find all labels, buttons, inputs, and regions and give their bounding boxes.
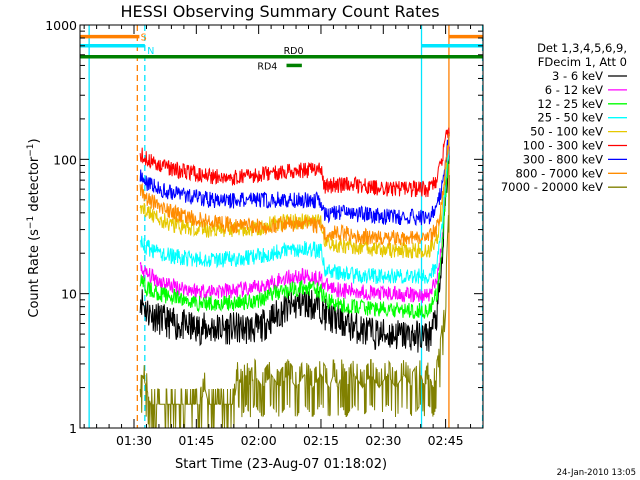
legend-label: 12 - 25 keV: [537, 97, 603, 111]
flag-label-rd4: RD4: [257, 61, 277, 72]
x-tick-label: 02:00: [241, 433, 277, 448]
generation-date: 24-Jan-2010 13:05: [557, 468, 636, 478]
flag-label-rd0: RD0: [284, 46, 304, 57]
x-tick-label: 01:30: [116, 433, 152, 448]
flag-label-n: N: [147, 46, 154, 57]
x-tick-label: 01:45: [178, 433, 214, 448]
x-tick-label: 02:15: [303, 433, 339, 448]
y-axis-label: Count Rate (s−1 detector−1): [26, 138, 42, 317]
plot-frame: [79, 24, 484, 429]
x-axis-label: Start Time (23-Aug-07 01:18:02): [175, 457, 387, 472]
axis-ticks: 01:30 01:45 02:00 02:15 02:30 02:45 1 10 100 1000: [45, 18, 483, 448]
y-tick-label: 1: [69, 421, 77, 436]
legend-label: 50 - 100 keV: [530, 125, 603, 139]
legend-label: 6 - 12 keV: [545, 83, 603, 97]
series-line-3: [139, 132, 450, 285]
chart-title: HESSI Observing Summary Count Rates: [120, 2, 439, 21]
legend-label: 25 - 50 keV: [537, 111, 603, 125]
legend-label: 800 - 7000 keV: [515, 166, 603, 180]
y-tick-label: 1000: [45, 18, 77, 33]
series-line-6: [139, 134, 450, 226]
series-line-2: [139, 149, 450, 319]
legend-label: 100 - 300 keV: [523, 139, 603, 153]
series-line-5: [139, 127, 450, 198]
series-line-0: [139, 146, 450, 353]
legend-label: 7000 - 20000 keV: [501, 180, 603, 194]
legend-label: 3 - 6 keV: [552, 69, 603, 83]
legend-header-line-2: FDecim 1, Att 0: [538, 55, 627, 69]
y-tick-label: 100: [53, 152, 77, 167]
y-tick-label: 10: [61, 287, 77, 302]
x-tick-label: 02:30: [365, 433, 401, 448]
legend-label: 300 - 800 keV: [523, 152, 603, 166]
series-line-7: [139, 133, 450, 247]
flag-label-s: S: [141, 33, 147, 44]
legend-header-line-1: Det 1,3,4,5,6,9,: [537, 41, 627, 55]
series-line-8: [139, 175, 450, 428]
x-tick-label: 02:45: [428, 433, 464, 448]
series-line-1: [139, 146, 450, 303]
